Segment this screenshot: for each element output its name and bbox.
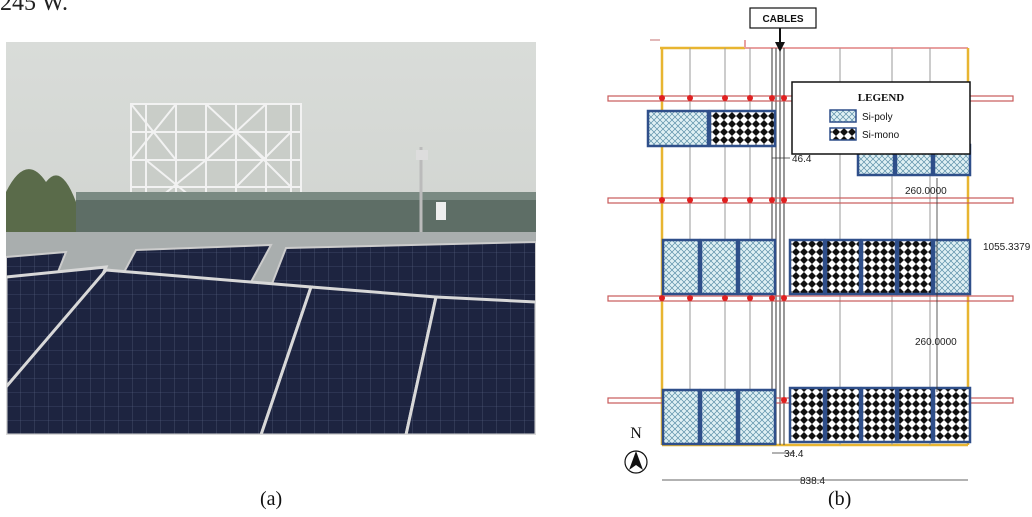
- cables-callout: CABLES: [749, 7, 817, 52]
- panel-si-poly: [661, 388, 701, 446]
- rooftop-solar-photo: [6, 42, 536, 435]
- solar-panel: [6, 268, 314, 435]
- panel-si-poly: [932, 238, 972, 296]
- panel-si-poly: [699, 238, 739, 296]
- panel-si-mono: [708, 109, 777, 148]
- panel-si-poly: [737, 238, 777, 296]
- panel-si-mono: [860, 238, 898, 296]
- dim-260-upper: 260.0000: [905, 186, 947, 197]
- panel-si-mono: [824, 386, 862, 444]
- panel-si-poly: [699, 388, 739, 446]
- north-label: N: [630, 425, 642, 442]
- solar-panel: [259, 285, 438, 435]
- panel-si-mono: [788, 238, 826, 296]
- legend-label-si-mono: Si-mono: [862, 130, 900, 141]
- legend-title: LEGEND: [858, 92, 905, 104]
- dim-46-4: 46.4: [792, 154, 812, 165]
- legend: LEGEND Si-poly Si-mono: [791, 81, 971, 155]
- dimension-annotations: 46.4 260.0000 260.0000 1055.3379 34.4 83…: [662, 154, 1031, 487]
- panel-row-middle: [661, 238, 972, 296]
- legend-label-si-poly: Si-poly: [862, 112, 893, 123]
- cables-label: CABLES: [762, 14, 803, 25]
- panel-si-mono: [896, 238, 934, 296]
- dim-1055: 1055.3379: [983, 242, 1031, 253]
- dim-838-4: 838.4: [800, 476, 825, 487]
- panel-si-poly: [646, 109, 710, 148]
- legend-swatch-si-mono: [829, 127, 857, 141]
- panel-si-mono: [860, 386, 898, 444]
- north-arrow-icon: N: [624, 425, 648, 474]
- caption-b: (b): [828, 488, 852, 510]
- panel-si-mono: [824, 238, 862, 296]
- panel-si-poly: [661, 238, 701, 296]
- solar-panel: [404, 295, 536, 435]
- trees: [6, 169, 76, 242]
- panel-si-poly: [737, 388, 777, 446]
- cropped-top-text: 245 W.: [0, 0, 69, 16]
- panel-si-mono: [896, 386, 934, 444]
- gasholder-structure: [130, 103, 302, 210]
- legend-swatch-si-poly: [829, 109, 857, 123]
- support-dots: [659, 95, 787, 403]
- panel-si-mono: [788, 386, 826, 444]
- panel-row-bottom: [661, 386, 972, 446]
- caption-a: (a): [260, 488, 283, 510]
- array-layout-plan: CABLES LEGEND Si-poly Si-mono 46.4 260.0…: [607, 7, 1031, 487]
- panel-si-mono: [932, 386, 972, 444]
- dim-34-4: 34.4: [784, 449, 804, 460]
- dim-260-lower: 260.0000: [915, 337, 957, 348]
- panel-group-top-left: [646, 109, 777, 148]
